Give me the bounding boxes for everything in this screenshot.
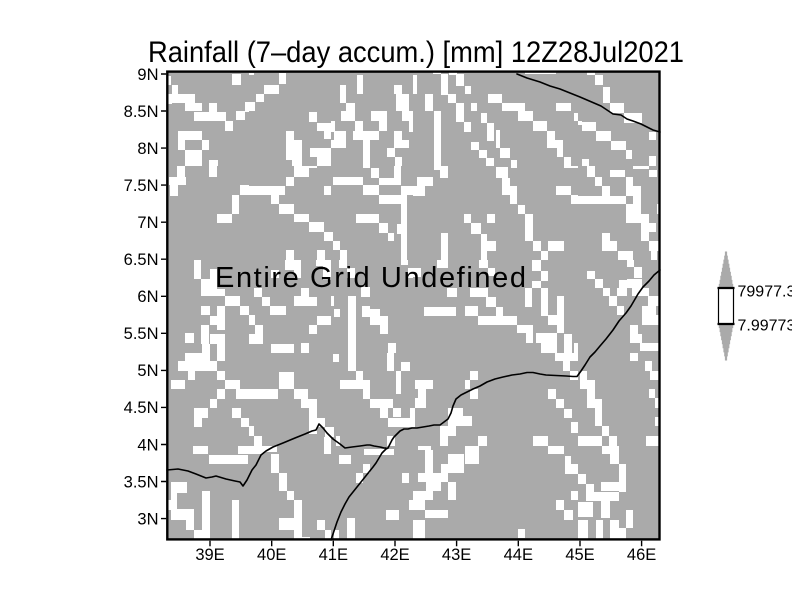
svg-text:44E: 44E: [504, 546, 533, 564]
svg-text:79977.3: 79977.3: [738, 284, 792, 301]
svg-text:45E: 45E: [565, 546, 594, 564]
svg-text:4N: 4N: [137, 436, 158, 454]
svg-text:7.5N: 7.5N: [124, 177, 159, 195]
svg-text:5.5N: 5.5N: [124, 325, 159, 343]
svg-text:40E: 40E: [257, 546, 286, 564]
svg-text:9N: 9N: [137, 66, 158, 84]
svg-text:8.5N: 8.5N: [124, 103, 159, 121]
svg-text:41E: 41E: [319, 546, 348, 564]
svg-text:3N: 3N: [137, 510, 158, 528]
svg-text:7.99773: 7.99773: [738, 318, 792, 335]
svg-text:6N: 6N: [137, 288, 158, 306]
svg-text:42E: 42E: [380, 546, 409, 564]
svg-text:Rainfall (7–day accum.) [mm] 1: Rainfall (7–day accum.) [mm] 12Z28Jul202…: [148, 36, 684, 69]
svg-text:39E: 39E: [195, 546, 224, 564]
svg-text:46E: 46E: [627, 546, 656, 564]
svg-text:4.5N: 4.5N: [124, 399, 159, 417]
svg-text:8N: 8N: [137, 140, 158, 158]
svg-text:Entire Grid Undefined: Entire Grid Undefined: [215, 262, 526, 294]
svg-text:6.5N: 6.5N: [124, 251, 159, 269]
svg-text:7N: 7N: [137, 214, 158, 232]
svg-text:3.5N: 3.5N: [124, 473, 159, 491]
svg-text:43E: 43E: [442, 546, 471, 564]
svg-text:5N: 5N: [137, 362, 158, 380]
